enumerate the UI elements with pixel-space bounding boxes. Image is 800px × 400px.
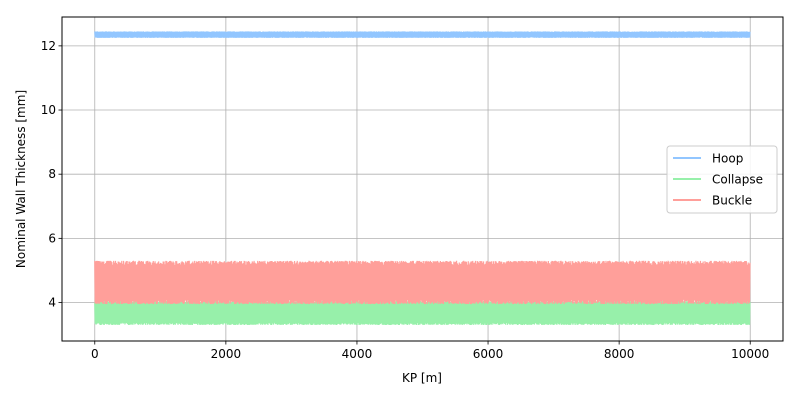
series-layer <box>94 31 751 325</box>
y-tick-label: 4 <box>48 296 56 310</box>
series-collapse-line <box>94 300 751 325</box>
x-axis-label: KP [m] <box>402 371 442 385</box>
plot-frame <box>61 16 784 342</box>
legend-label-hoop: Hoop <box>712 152 743 166</box>
x-tick-label: 2000 <box>211 347 242 361</box>
legend-label-buckle: Buckle <box>712 194 752 208</box>
x-tick-label: 8000 <box>604 347 635 361</box>
x-tick-label: 0 <box>91 347 99 361</box>
y-axis: 4 6 8 10 12 <box>41 39 62 310</box>
legend-box <box>666 145 778 214</box>
legend: Hoop Collapse Buckle <box>666 145 778 214</box>
x-axis: 0 2000 4000 6000 8000 10000 <box>91 341 769 361</box>
x-tick-label: 4000 <box>342 347 373 361</box>
x-tick-label: 6000 <box>473 347 504 361</box>
y-tick-label: 6 <box>48 231 56 245</box>
y-axis-label: Nominal Wall Thickness [mm] <box>14 90 28 268</box>
y-tick-label: 8 <box>48 167 56 181</box>
legend-label-collapse: Collapse <box>712 173 763 187</box>
series-hoop-line <box>94 31 751 38</box>
y-tick-label: 12 <box>41 39 56 53</box>
x-tick-label: 10000 <box>731 347 769 361</box>
y-tick-label: 10 <box>41 103 56 117</box>
series-buckle-line <box>94 260 751 305</box>
